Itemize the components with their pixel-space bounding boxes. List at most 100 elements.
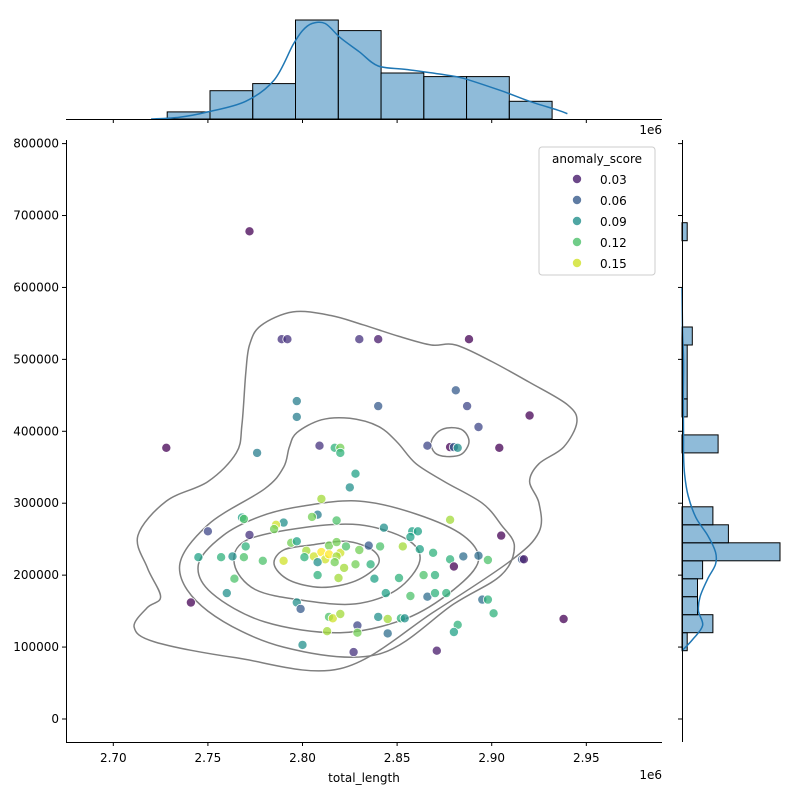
legend-marker bbox=[572, 215, 583, 226]
scatter-point bbox=[496, 530, 507, 541]
legend-label: 0.09 bbox=[600, 215, 627, 229]
legend-label: 0.12 bbox=[600, 236, 627, 250]
scatter-point bbox=[354, 334, 365, 345]
y-marginal-bars bbox=[681, 222, 781, 652]
y-tick-label: 100000 bbox=[13, 640, 59, 654]
scatter-point bbox=[348, 647, 359, 658]
scatter-point bbox=[448, 627, 459, 638]
x-marginal-bar bbox=[295, 19, 339, 120]
scatter-point bbox=[375, 541, 386, 552]
y-tick-label: 300000 bbox=[13, 496, 59, 510]
scatter-point bbox=[558, 614, 569, 625]
y-marginal-bar bbox=[681, 614, 714, 634]
scatter-point bbox=[295, 603, 306, 614]
scatter-point bbox=[414, 544, 425, 555]
scatter-point bbox=[365, 559, 376, 570]
scatter-point bbox=[441, 588, 452, 599]
legend: anomaly_score 0.03 0.06 0.09 0.12 0.15 bbox=[538, 146, 656, 276]
scatter-point bbox=[518, 554, 529, 565]
legend-title: anomaly_score bbox=[552, 152, 642, 166]
y-tick-label: 700000 bbox=[13, 209, 59, 223]
x-marginal-bars bbox=[166, 19, 553, 120]
scatter-point bbox=[393, 573, 404, 584]
scatter-point bbox=[306, 511, 317, 522]
scatter-point bbox=[482, 555, 493, 566]
scatter-point bbox=[452, 442, 463, 453]
x-tick-label: 2.95 bbox=[573, 751, 600, 765]
legend-marker bbox=[572, 257, 583, 268]
scatter-point bbox=[405, 532, 416, 543]
x-tick-label: 2.85 bbox=[384, 751, 411, 765]
scatter-point bbox=[291, 411, 302, 422]
scatter-point bbox=[344, 482, 355, 493]
x-marginal-kde-line bbox=[151, 21, 568, 120]
kde-contour bbox=[430, 426, 470, 458]
scatter-point bbox=[339, 562, 350, 573]
scatter-point bbox=[378, 522, 389, 533]
kde-contour bbox=[197, 500, 480, 634]
y-marginal-bar bbox=[681, 434, 719, 454]
y-tick-label: 400000 bbox=[13, 424, 59, 438]
x-marginal-ticks bbox=[112, 119, 587, 123]
scatter-point bbox=[363, 540, 374, 551]
scatter-point bbox=[354, 545, 365, 556]
x-axis-ticks: 2.70 2.75 2.80 2.85 2.90 2.95 bbox=[100, 742, 600, 765]
scatter-point bbox=[429, 588, 440, 599]
y-axis-ticks: 0 100000 200000 300000 400000 500000 600000 700… bbox=[13, 137, 66, 726]
scatter-point bbox=[448, 561, 459, 572]
scatter-point bbox=[193, 552, 204, 563]
scatter-point bbox=[524, 410, 535, 421]
y-marginal-panel bbox=[678, 140, 781, 742]
scatter-point bbox=[482, 594, 493, 605]
scatter-point bbox=[161, 442, 172, 453]
y-marginal-bar bbox=[681, 524, 729, 544]
y-marginal-bar bbox=[681, 578, 698, 598]
x-tick-label: 2.70 bbox=[100, 751, 127, 765]
scatter-point bbox=[373, 401, 384, 412]
x-tick-label: 2.80 bbox=[289, 751, 316, 765]
scatter-point bbox=[429, 570, 440, 581]
scatter-point bbox=[331, 515, 342, 526]
scatter-point bbox=[278, 555, 289, 566]
x-marginal-bar bbox=[252, 83, 296, 120]
legend-box bbox=[538, 146, 656, 276]
scatter-point bbox=[422, 440, 433, 451]
scatter-point bbox=[373, 611, 384, 622]
scatter-point bbox=[329, 557, 340, 568]
scatter-point bbox=[382, 628, 393, 639]
scatter-point bbox=[312, 557, 323, 568]
scatter-point bbox=[269, 524, 280, 535]
scatter-point bbox=[418, 570, 429, 581]
scatter-point bbox=[399, 613, 410, 624]
scatter-point bbox=[412, 526, 423, 537]
kde-contour bbox=[133, 310, 578, 672]
x-marginal-bar bbox=[508, 100, 553, 120]
x-marginal-bar bbox=[466, 76, 510, 120]
scatter-point bbox=[312, 570, 323, 581]
y-marginal-bar bbox=[681, 596, 698, 616]
x-offset-label: 1e6 bbox=[639, 768, 662, 782]
scatter-point bbox=[314, 440, 325, 451]
y-tick-label: 500000 bbox=[13, 352, 59, 366]
kde-contour bbox=[178, 416, 516, 658]
scatter-point bbox=[327, 613, 338, 624]
scatter-point bbox=[227, 551, 238, 562]
x-axis-label: total_length bbox=[328, 771, 400, 785]
legend-label: 0.15 bbox=[600, 257, 627, 271]
scatter-point bbox=[322, 626, 333, 637]
scatter-point bbox=[252, 447, 263, 458]
scatter-point bbox=[369, 573, 380, 584]
kde-contour bbox=[273, 540, 380, 589]
scatter-point bbox=[316, 493, 327, 504]
legend-marker bbox=[572, 236, 583, 247]
scatter-point bbox=[431, 645, 442, 656]
scatter-point bbox=[291, 396, 302, 407]
x-tick-label: 2.90 bbox=[478, 751, 505, 765]
scatter-point bbox=[340, 541, 351, 552]
scatter-point bbox=[221, 588, 232, 599]
scatter-point bbox=[397, 541, 408, 552]
scatter-point bbox=[462, 401, 473, 412]
x-tick-label: 2.75 bbox=[195, 751, 222, 765]
scatter-point bbox=[185, 597, 196, 608]
